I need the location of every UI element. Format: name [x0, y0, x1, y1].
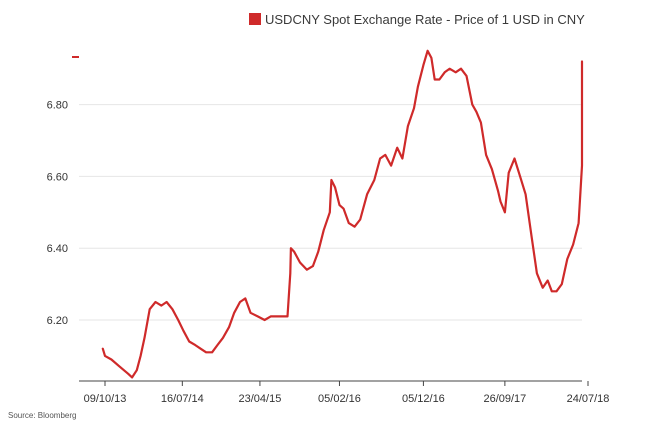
y-axis: 6.20 6.40 6.60 6.80	[47, 56, 79, 327]
x-tick-label: 23/04/15	[239, 393, 282, 405]
legend-label: USDCNY Spot Exchange Rate - Price of 1 U…	[265, 12, 585, 27]
series-line-usdcny	[101, 49, 584, 379]
legend-swatch	[249, 13, 261, 25]
source-note: Source: Bloomberg	[8, 411, 76, 420]
y-tick-label: 6.60	[47, 171, 68, 183]
x-tick-label: 05/02/16	[318, 393, 361, 405]
x-tick-label: 24/07/18	[567, 393, 610, 405]
x-tick-label: 09/10/13	[84, 393, 127, 405]
y-tick-label: 6.20	[47, 315, 68, 327]
x-axis: 09/10/13 16/07/14 23/04/15 05/02/16 05/12/16…	[79, 380, 610, 405]
x-tick-label: 16/07/14	[161, 393, 204, 405]
gridlines	[79, 104, 582, 321]
x-tick-label: 26/09/17	[483, 393, 526, 405]
legend: USDCNY Spot Exchange Rate - Price of 1 U…	[249, 12, 585, 27]
y-tick-label: 6.80	[47, 100, 68, 112]
y-tick-label: 6.40	[47, 243, 68, 255]
x-tick-label: 05/12/16	[402, 393, 445, 405]
